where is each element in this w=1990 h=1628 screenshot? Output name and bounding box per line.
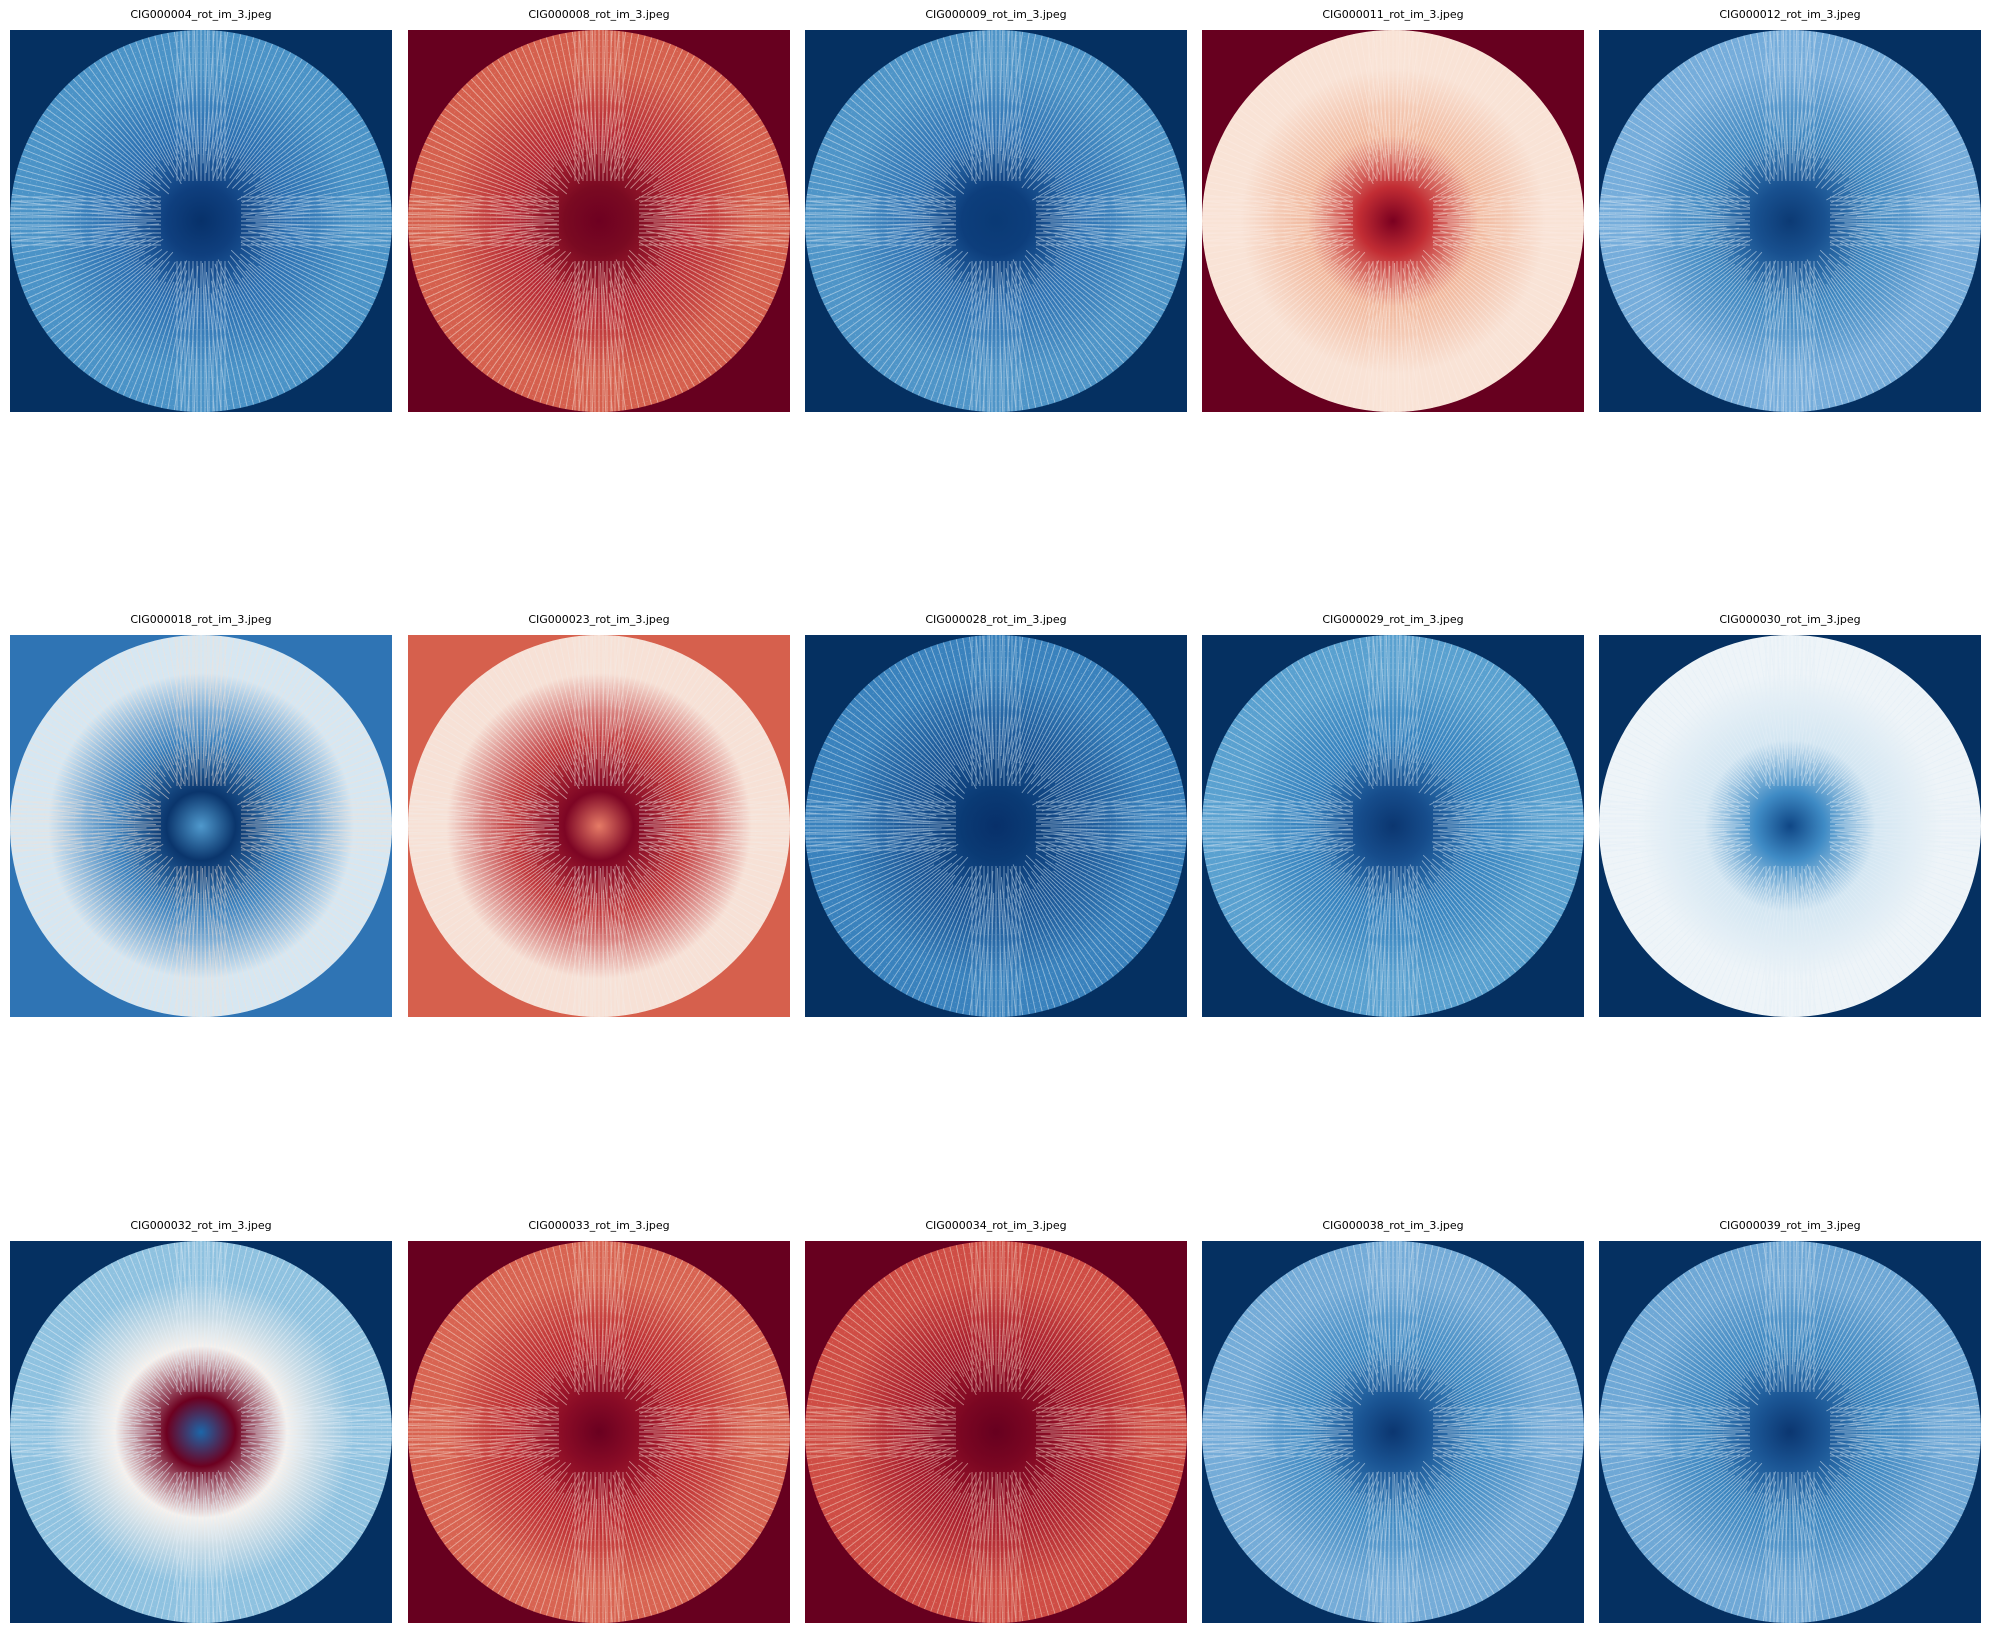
radial-disc bbox=[805, 635, 1187, 1017]
ring-texture bbox=[13, 33, 389, 409]
radial-disc bbox=[1599, 1241, 1981, 1623]
panel-image bbox=[10, 30, 392, 412]
panel-title: CIG000018_rot_im_3.jpeg bbox=[130, 613, 272, 626]
line-texture bbox=[805, 635, 1187, 1017]
image-panel: CIG000032_rot_im_3.jpeg bbox=[10, 1217, 392, 1623]
panel-title: CIG000034_rot_im_3.jpeg bbox=[925, 1219, 1067, 1232]
image-panel: CIG000034_rot_im_3.jpeg bbox=[805, 1217, 1187, 1623]
radial-disc bbox=[805, 30, 1187, 412]
panel-image bbox=[805, 1241, 1187, 1623]
panel-title: CIG000012_rot_im_3.jpeg bbox=[1719, 8, 1861, 21]
panel-image bbox=[1202, 1241, 1584, 1623]
panel-title: CIG000029_rot_im_3.jpeg bbox=[1322, 613, 1464, 626]
line-texture bbox=[1202, 1241, 1584, 1623]
radial-disc bbox=[1599, 635, 1981, 1017]
image-panel: CIG000012_rot_im_3.jpeg bbox=[1599, 6, 1981, 412]
panel-image bbox=[805, 30, 1187, 412]
line-texture bbox=[1599, 1241, 1981, 1623]
ring-texture bbox=[808, 33, 1184, 409]
image-panel: CIG000023_rot_im_3.jpeg bbox=[408, 611, 790, 1017]
radial-disc bbox=[408, 1241, 790, 1623]
panel-title: CIG000023_rot_im_3.jpeg bbox=[528, 613, 670, 626]
radial-disc bbox=[10, 1241, 392, 1623]
panel-title: CIG000009_rot_im_3.jpeg bbox=[925, 8, 1067, 21]
panel-image bbox=[1599, 30, 1981, 412]
image-panel: CIG000004_rot_im_3.jpeg bbox=[10, 6, 392, 412]
line-texture bbox=[805, 30, 1187, 412]
image-panel: CIG000008_rot_im_3.jpeg bbox=[408, 6, 790, 412]
radial-disc bbox=[10, 635, 392, 1017]
panel-image bbox=[805, 635, 1187, 1017]
line-texture bbox=[805, 1241, 1187, 1623]
image-panel: CIG000018_rot_im_3.jpeg bbox=[10, 611, 392, 1017]
image-panel: CIG000009_rot_im_3.jpeg bbox=[805, 6, 1187, 412]
image-panel: CIG000028_rot_im_3.jpeg bbox=[805, 611, 1187, 1017]
ring-texture bbox=[411, 638, 787, 1014]
line-texture bbox=[408, 635, 790, 1017]
line-texture bbox=[10, 1241, 392, 1623]
panel-image bbox=[1202, 635, 1584, 1017]
panel-title: CIG000033_rot_im_3.jpeg bbox=[528, 1219, 670, 1232]
line-texture bbox=[1202, 635, 1584, 1017]
ring-texture bbox=[411, 33, 787, 409]
image-panel: CIG000011_rot_im_3.jpeg bbox=[1202, 6, 1584, 412]
line-texture bbox=[1202, 30, 1584, 412]
radial-disc bbox=[408, 635, 790, 1017]
radial-disc bbox=[1202, 30, 1584, 412]
ring-texture bbox=[13, 638, 389, 1014]
panel-title: CIG000008_rot_im_3.jpeg bbox=[528, 8, 670, 21]
radial-disc bbox=[408, 30, 790, 412]
panel-title: CIG000038_rot_im_3.jpeg bbox=[1322, 1219, 1464, 1232]
line-texture bbox=[408, 1241, 790, 1623]
radial-disc bbox=[1202, 635, 1584, 1017]
panel-title: CIG000028_rot_im_3.jpeg bbox=[925, 613, 1067, 626]
panel-image bbox=[1202, 30, 1584, 412]
panel-image bbox=[10, 1241, 392, 1623]
panel-title: CIG000032_rot_im_3.jpeg bbox=[130, 1219, 272, 1232]
image-panel: CIG000039_rot_im_3.jpeg bbox=[1599, 1217, 1981, 1623]
ring-texture bbox=[411, 1244, 787, 1620]
image-panel: CIG000038_rot_im_3.jpeg bbox=[1202, 1217, 1584, 1623]
radial-disc bbox=[1202, 1241, 1584, 1623]
panel-title: CIG000030_rot_im_3.jpeg bbox=[1719, 613, 1861, 626]
panel-image bbox=[408, 30, 790, 412]
image-panel: CIG000030_rot_im_3.jpeg bbox=[1599, 611, 1981, 1017]
panel-title: CIG000004_rot_im_3.jpeg bbox=[130, 8, 272, 21]
ring-texture bbox=[13, 1244, 389, 1620]
radial-disc bbox=[805, 1241, 1187, 1623]
image-panel: CIG000033_rot_im_3.jpeg bbox=[408, 1217, 790, 1623]
panel-image bbox=[1599, 1241, 1981, 1623]
line-texture bbox=[10, 30, 392, 412]
panel-title: CIG000039_rot_im_3.jpeg bbox=[1719, 1219, 1861, 1232]
line-texture bbox=[408, 30, 790, 412]
panel-image bbox=[408, 635, 790, 1017]
line-texture bbox=[1599, 30, 1981, 412]
panel-image bbox=[1599, 635, 1981, 1017]
line-texture bbox=[10, 635, 392, 1017]
image-panel: CIG000029_rot_im_3.jpeg bbox=[1202, 611, 1584, 1017]
line-texture bbox=[1599, 635, 1981, 1017]
panel-image bbox=[408, 1241, 790, 1623]
panel-title: CIG000011_rot_im_3.jpeg bbox=[1322, 8, 1464, 21]
ring-texture bbox=[1205, 1244, 1581, 1620]
panel-image bbox=[10, 635, 392, 1017]
radial-disc bbox=[10, 30, 392, 412]
radial-disc bbox=[1599, 30, 1981, 412]
